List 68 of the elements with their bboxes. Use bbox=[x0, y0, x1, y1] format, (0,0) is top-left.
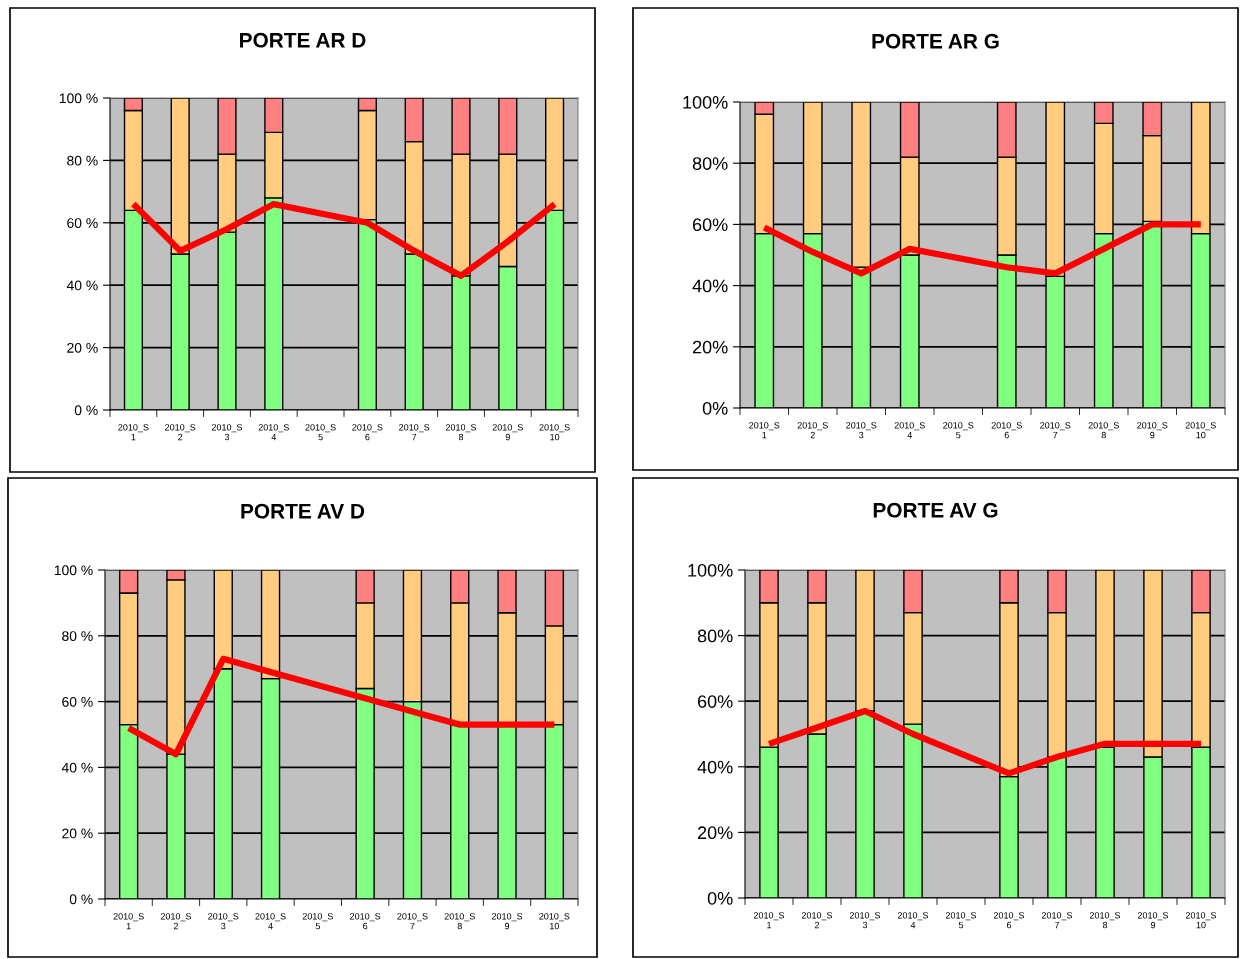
x-tick-label: 2010_S 5 bbox=[943, 422, 974, 439]
x-tick-label: 2010_S 7 bbox=[397, 913, 428, 930]
x-tick-label: 2010_S 8 bbox=[444, 913, 475, 930]
y-tick-label: 40 % bbox=[66, 280, 98, 291]
x-tick-label: 2010_S 7 bbox=[1040, 422, 1071, 439]
y-tick-label: 20 % bbox=[67, 342, 98, 353]
x-tick-label: 2010_S 1 bbox=[118, 424, 149, 441]
x-tick-label: 2010_S 9 bbox=[1137, 422, 1168, 439]
x-tick-label: 2010_S 6 bbox=[352, 424, 383, 441]
x-tick-label: 2010_S 8 bbox=[1089, 912, 1121, 929]
y-tick-label: 60% bbox=[692, 218, 728, 232]
x-tick-label: 2010_S 10 bbox=[539, 913, 570, 930]
y-tick-label: 100 % bbox=[54, 565, 93, 576]
x-tick-label: 2010_S 7 bbox=[399, 424, 430, 441]
x-tick-label: 2010_S 8 bbox=[445, 424, 477, 441]
y-tick-label: 20% bbox=[697, 826, 733, 840]
x-tick-label: 2010_S 6 bbox=[350, 913, 381, 930]
x-tick-label: 2010_S 2 bbox=[797, 422, 828, 439]
x-tick-label: 2010_S 1 bbox=[113, 913, 144, 930]
y-tick-label: 80 % bbox=[67, 155, 98, 166]
x-tick-label: 2010_S 2 bbox=[165, 424, 196, 441]
x-tick-label: 2010_S 9 bbox=[492, 424, 523, 441]
chart-title: PORTE AR D bbox=[240, 32, 366, 48]
y-tick-label: 60 % bbox=[67, 218, 98, 228]
x-tick-label: 2010_S 6 bbox=[991, 422, 1022, 439]
y-tick-label: 100 % bbox=[59, 93, 98, 104]
y-tick-label: 100% bbox=[683, 95, 728, 109]
x-tick-label: 2010_S 10 bbox=[1185, 422, 1216, 439]
y-tick-label: 60 % bbox=[62, 696, 93, 707]
x-tick-label: 2010_S 8 bbox=[1088, 422, 1119, 439]
x-tick-label: 2010_S 5 bbox=[945, 912, 977, 929]
y-tick-label: 0% bbox=[702, 401, 728, 415]
x-tick-label: 2010_S 4 bbox=[255, 913, 286, 930]
x-tick-label: 2010_S 6 bbox=[993, 912, 1025, 929]
x-tick-label: 2010_S 3 bbox=[846, 422, 877, 439]
x-tick-label: 2010_S 1 bbox=[753, 912, 785, 929]
x-tick-label: 2010_S 1 bbox=[749, 422, 780, 439]
y-tick-label: 80% bbox=[697, 629, 733, 643]
x-tick-label: 2010_S 9 bbox=[491, 913, 523, 930]
y-tick-label: 20 % bbox=[62, 828, 93, 839]
y-tick-label: 40% bbox=[697, 760, 733, 774]
y-tick-label: 0% bbox=[707, 891, 733, 905]
chart-title: PORTE AR G bbox=[872, 33, 999, 49]
x-tick-label: 2010_S 2 bbox=[160, 913, 192, 930]
x-tick-label: 2010_S 7 bbox=[1041, 912, 1073, 929]
chart-title: PORTE AV G bbox=[873, 502, 998, 518]
y-tick-label: 80% bbox=[692, 157, 728, 170]
x-tick-label: 2010_S 3 bbox=[211, 424, 243, 441]
x-tick-label: 2010_S 5 bbox=[305, 424, 336, 441]
x-tick-label: 2010_S 4 bbox=[894, 422, 925, 439]
x-tick-label: 2010_S 3 bbox=[208, 913, 239, 930]
x-tick-label: 2010_S 5 bbox=[302, 913, 333, 930]
y-tick-label: 100% bbox=[688, 563, 733, 577]
x-tick-label: 2010_S 3 bbox=[849, 912, 881, 929]
y-tick-label: 0 % bbox=[74, 405, 98, 416]
x-tick-label: 2010_S 2 bbox=[801, 912, 833, 929]
x-tick-label: 2010_S 10 bbox=[539, 424, 570, 441]
x-tick-label: 2010_S 9 bbox=[1137, 912, 1169, 929]
y-tick-label: 40% bbox=[692, 279, 728, 293]
chart-title: PORTE AV D bbox=[241, 503, 365, 519]
y-tick-label: 40 % bbox=[61, 762, 93, 773]
x-tick-label: 2010_S 4 bbox=[897, 912, 929, 929]
x-tick-label: 2010_S 10 bbox=[1185, 912, 1217, 929]
x-tick-label: 2010_S 4 bbox=[258, 424, 289, 441]
y-tick-label: 20% bbox=[692, 340, 728, 354]
y-tick-label: 60% bbox=[697, 695, 733, 708]
y-tick-label: 80 % bbox=[62, 631, 93, 641]
y-tick-label: 0 % bbox=[69, 894, 93, 905]
